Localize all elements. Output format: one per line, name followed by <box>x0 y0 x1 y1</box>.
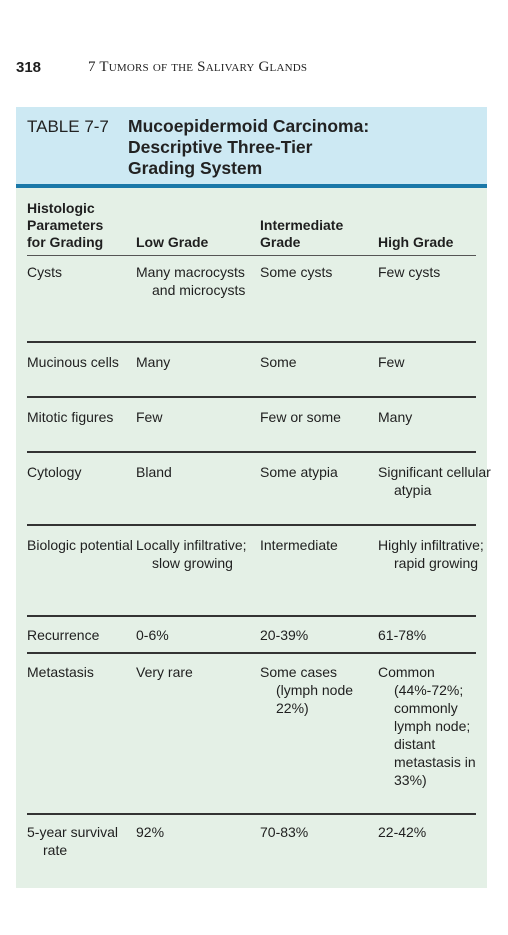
row-cytology-high: Significant cellular atypia <box>378 464 491 498</box>
row-metastasis-param: Metastasis <box>27 664 94 680</box>
row-rule <box>27 396 476 398</box>
row-biologic-param: Biologic potential <box>27 537 133 553</box>
header-rule <box>27 255 476 256</box>
table-caption: TABLE 7-7 Mucoepidermoid Carcinoma: Desc… <box>16 107 487 188</box>
running-header: 318 7 Tumors of the Salivary Glands <box>16 59 307 77</box>
row-rule <box>27 341 476 343</box>
row-rule <box>27 524 476 526</box>
row-mucinous-intermediate: Some <box>260 354 297 370</box>
row-recurrence-param: Recurrence <box>27 627 100 643</box>
row-recurrence-high: 61-78% <box>378 627 427 643</box>
row-rule <box>27 652 476 654</box>
row-mucinous-param: Mucinous cells <box>27 354 119 370</box>
row-mitotic-intermediate: Few or some <box>260 409 341 425</box>
row-mitotic-low: Few <box>136 409 163 425</box>
header-intermediate-grade: Intermediate Grade <box>260 217 344 250</box>
page-number: 318 <box>16 59 42 76</box>
grading-table: TABLE 7-7 Mucoepidermoid Carcinoma: Desc… <box>16 107 491 888</box>
row-survival-param: 5-year survival rate <box>27 824 119 858</box>
row-cytology-intermediate: Some atypia <box>260 464 338 480</box>
row-rule <box>27 813 476 815</box>
row-cysts-low: Many macrocysts and microcysts <box>136 264 246 298</box>
header-low-grade: Low Grade <box>136 234 209 250</box>
row-mucinous-high: Few <box>378 354 405 370</box>
row-cysts-intermediate: Some cysts <box>260 264 333 280</box>
row-cytology-param: Cytology <box>27 464 82 480</box>
row-survival-low: 92% <box>136 824 165 840</box>
row-cysts-param: Cysts <box>27 264 62 280</box>
row-biologic-low: Locally infiltrative; slow growing <box>136 537 247 571</box>
row-rule <box>27 615 476 617</box>
row-survival-high: 22-42% <box>378 824 427 840</box>
row-biologic-high: Highly infiltrative; rapid growing <box>378 537 484 571</box>
row-mitotic-param: Mitotic figures <box>27 409 114 425</box>
chapter-title: 7 Tumors of the Salivary Glands <box>88 59 308 75</box>
row-biologic-intermediate: Intermediate <box>260 537 338 553</box>
row-recurrence-intermediate: 20-39% <box>260 627 309 643</box>
row-rule <box>27 451 476 453</box>
header-high-grade: High Grade <box>378 234 454 250</box>
row-metastasis-intermediate: Some cases (lymph node 22%) <box>260 664 354 716</box>
row-recurrence-low: 0-6% <box>136 627 169 643</box>
row-mucinous-low: Many <box>136 354 171 370</box>
row-cytology-low: Bland <box>136 464 172 480</box>
row-metastasis-high: Common (44%-72%; commonly lymph node; di… <box>378 664 476 788</box>
header-parameters: Histologic Parameters for Grading <box>27 200 104 250</box>
table-title: Mucoepidermoid Carcinoma: Descriptive Th… <box>128 116 370 178</box>
table-label: TABLE 7-7 <box>27 117 109 136</box>
row-survival-intermediate: 70-83% <box>260 824 309 840</box>
row-cysts-high: Few cysts <box>378 264 441 280</box>
row-mitotic-high: Many <box>378 409 413 425</box>
row-metastasis-low: Very rare <box>136 664 193 680</box>
